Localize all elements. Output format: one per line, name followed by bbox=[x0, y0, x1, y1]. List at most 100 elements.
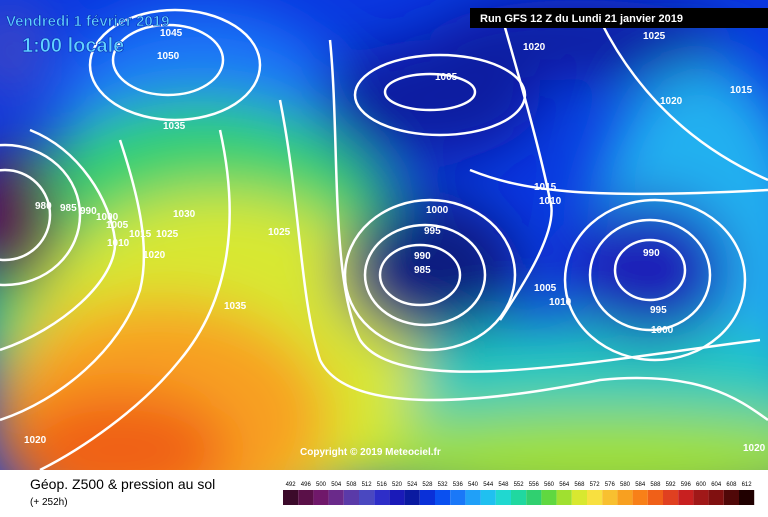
pressure-label: 990 bbox=[80, 206, 97, 217]
scale-label: 544 bbox=[483, 482, 494, 488]
pressure-label: 1020 bbox=[143, 250, 166, 261]
scale-label: 532 bbox=[438, 482, 449, 488]
pressure-label: 1025 bbox=[156, 229, 179, 240]
scale-label: 588 bbox=[650, 482, 661, 488]
pressure-label: 1020 bbox=[24, 435, 47, 446]
pressure-label: 1010 bbox=[107, 238, 130, 249]
pressure-label: 995 bbox=[424, 226, 441, 237]
scale-swatch bbox=[313, 490, 329, 505]
scale-label: 520 bbox=[392, 482, 403, 488]
scale-label: 504 bbox=[331, 482, 342, 488]
pressure-label: 1020 bbox=[523, 42, 546, 53]
pressure-label: 1015 bbox=[129, 229, 152, 240]
scale-swatch bbox=[571, 490, 587, 505]
pressure-label: 1010 bbox=[539, 196, 562, 207]
scale-swatch bbox=[723, 490, 739, 505]
scale-label: 600 bbox=[696, 482, 707, 488]
pressure-label: 1015 bbox=[534, 182, 557, 193]
scale-label: 540 bbox=[468, 482, 479, 488]
pressure-label: 1005 bbox=[435, 72, 458, 83]
pressure-label: 1050 bbox=[157, 51, 180, 62]
footer-title: Géop. Z500 & pression au sol bbox=[30, 476, 215, 492]
pressure-label: 1000 bbox=[96, 212, 119, 223]
scale-swatch bbox=[663, 490, 679, 505]
scale-label: 560 bbox=[544, 482, 555, 488]
pressure-label: 1035 bbox=[163, 121, 186, 132]
scale-swatch bbox=[435, 490, 451, 505]
scale-swatch bbox=[480, 490, 496, 505]
scale-swatch bbox=[389, 490, 405, 505]
scale-swatch bbox=[602, 490, 618, 505]
scale-label: 500 bbox=[316, 482, 327, 488]
map-time: 1:00 locale bbox=[22, 35, 124, 57]
scale-label: 596 bbox=[681, 482, 692, 488]
pressure-label: 1025 bbox=[268, 227, 291, 238]
scale-label: 592 bbox=[666, 482, 677, 488]
scale-swatch bbox=[419, 490, 435, 505]
pressure-label: 1030 bbox=[173, 209, 196, 220]
pressure-label: 1005 bbox=[534, 283, 557, 294]
map-date: Vendredi 1 février 2019 bbox=[6, 13, 169, 30]
pressure-label: 1035 bbox=[224, 301, 247, 312]
footer-lead: (+ 252h) bbox=[30, 497, 68, 508]
scale-label: 584 bbox=[635, 482, 646, 488]
copyright: Copyright © 2019 Meteociel.fr bbox=[300, 447, 441, 458]
pressure-label: 980 bbox=[35, 201, 52, 212]
scale-label: 612 bbox=[742, 482, 753, 488]
pressure-labels: 1045105010351030102510201015101010051000… bbox=[24, 28, 766, 454]
pressure-label: 1005 bbox=[106, 220, 129, 231]
run-info: Run GFS 12 Z du Lundi 21 janvier 2019 bbox=[480, 13, 683, 25]
scale-label: 524 bbox=[407, 482, 418, 488]
pressure-label: 990 bbox=[414, 251, 431, 262]
pressure-label: 1015 bbox=[730, 85, 753, 96]
scale-swatch bbox=[450, 490, 466, 505]
pressure-label: 990 bbox=[643, 248, 660, 259]
scale-label: 496 bbox=[301, 482, 312, 488]
scale-swatch bbox=[617, 490, 633, 505]
scale-label: 548 bbox=[498, 482, 509, 488]
pressure-label: 1045 bbox=[160, 28, 183, 39]
scale-swatch bbox=[465, 490, 481, 505]
scale-label: 576 bbox=[605, 482, 616, 488]
scale-swatch bbox=[526, 490, 542, 505]
scale-label: 512 bbox=[362, 482, 373, 488]
scale-swatch bbox=[693, 490, 709, 505]
scale-label: 572 bbox=[590, 482, 601, 488]
scale-swatch bbox=[495, 490, 511, 505]
scale-swatch bbox=[298, 490, 314, 505]
pressure-label: 1020 bbox=[743, 443, 766, 454]
scale-label: 568 bbox=[574, 482, 585, 488]
scale-swatch bbox=[556, 490, 572, 505]
scale-swatch bbox=[359, 490, 375, 505]
pressure-label: 995 bbox=[650, 305, 667, 316]
scale-label: 492 bbox=[286, 482, 297, 488]
scale-label: 552 bbox=[514, 482, 525, 488]
run-box bbox=[470, 8, 768, 28]
pressure-label: 1020 bbox=[660, 96, 683, 107]
pressure-label: 1010 bbox=[549, 297, 572, 308]
scale-swatch bbox=[708, 490, 724, 505]
pressure-label: 1000 bbox=[426, 205, 449, 216]
pressure-label: 1025 bbox=[643, 31, 666, 42]
scale-swatch bbox=[404, 490, 420, 505]
scale-label: 528 bbox=[422, 482, 433, 488]
isobars bbox=[0, 8, 768, 470]
scale-swatch bbox=[511, 490, 527, 505]
pressure-label: 985 bbox=[60, 203, 77, 214]
color-scale: 492 496 500 504 508 512 516 520 524 528 532 536 540 5… bbox=[283, 482, 755, 505]
scale-label: 604 bbox=[711, 482, 722, 488]
scale-label: 564 bbox=[559, 482, 570, 488]
scale-label: 608 bbox=[726, 482, 737, 488]
pressure-label: 985 bbox=[414, 265, 431, 276]
scale-swatch bbox=[587, 490, 603, 505]
scale-swatch bbox=[739, 490, 755, 505]
scale-swatch bbox=[647, 490, 663, 505]
scale-label: 580 bbox=[620, 482, 631, 488]
scale-label: 508 bbox=[346, 482, 357, 488]
scale-label: 536 bbox=[453, 482, 464, 488]
scale-swatch bbox=[678, 490, 694, 505]
scale-swatch bbox=[541, 490, 557, 505]
scale-swatch bbox=[374, 490, 390, 505]
